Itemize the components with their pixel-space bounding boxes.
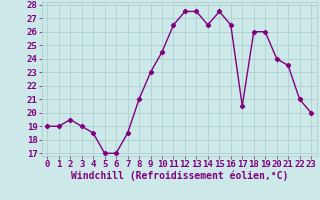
X-axis label: Windchill (Refroidissement éolien,°C): Windchill (Refroidissement éolien,°C) <box>70 171 288 181</box>
